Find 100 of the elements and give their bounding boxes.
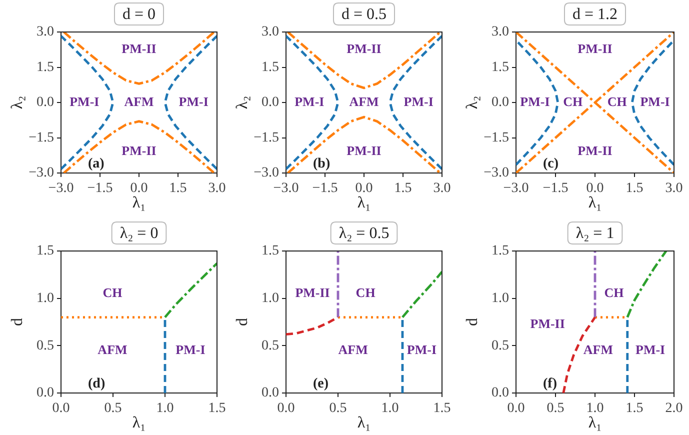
y-tick-label: 1.5 <box>36 60 54 75</box>
y-tick-label: −3.0 <box>484 166 509 181</box>
x-tick-label: 1.5 <box>169 181 187 196</box>
x-tick-label: −3.0 <box>48 181 74 196</box>
annotation: PM-II <box>578 40 612 56</box>
annotation: (f) <box>543 376 558 392</box>
line-series <box>62 120 216 173</box>
x-tick-label: −1.5 <box>312 181 338 196</box>
x-tick-label: 0.5 <box>329 401 347 416</box>
chart-title: d = 0.5 <box>341 6 387 24</box>
y-tick-label: 0.0 <box>262 95 279 110</box>
annotation: PM-I <box>294 94 324 109</box>
x-tick-label: −3.0 <box>503 181 529 196</box>
y-tick-label: 0.0 <box>492 386 509 401</box>
y-tick-label: 1.5 <box>492 60 509 75</box>
line-series <box>61 34 114 170</box>
annotation: PM-I <box>635 342 666 357</box>
x-tick-label: 0.5 <box>104 401 122 416</box>
y-axis-title: λ₂ <box>234 96 251 110</box>
x-tick-label: 0.0 <box>130 181 148 196</box>
annotation: PM-II <box>295 284 330 300</box>
line-series <box>286 316 340 336</box>
x-tick-label: 1.5 <box>394 181 412 196</box>
y-tick-label: 1.5 <box>36 244 54 259</box>
annotation: PM-I <box>520 94 550 109</box>
annotation: CH <box>102 284 122 300</box>
annotation: PM-II <box>122 40 156 56</box>
y-axis-title: d <box>464 318 481 326</box>
x-axis-title: λ₁ <box>132 414 146 432</box>
x-tick-label: −1.5 <box>87 181 113 196</box>
annotation: PM-II <box>346 143 382 158</box>
y-tick-label: 1.5 <box>262 244 279 259</box>
y-tick-label: 1.5 <box>492 244 509 259</box>
y-tick-label: 3.0 <box>262 24 279 40</box>
y-tick-label: 1.5 <box>262 60 279 75</box>
annotation: PM-II <box>578 143 612 158</box>
y-tick-label: −3.0 <box>254 166 279 181</box>
annotation: CH <box>607 94 627 109</box>
x-tick-label: 1.0 <box>381 401 399 416</box>
y-tick-label: −1.5 <box>484 130 509 146</box>
chart-title: λ₂ = 0.5 <box>338 225 390 242</box>
chart-title: λ₂ = 0 <box>120 225 158 242</box>
annotation: PM-I <box>70 94 100 109</box>
annotation: (a) <box>88 156 105 172</box>
x-tick-label: 1.0 <box>586 401 604 416</box>
x-axis-title: λ₁ <box>357 194 371 212</box>
y-axis-title: d <box>8 318 26 326</box>
line-series <box>164 34 217 170</box>
chart-title: d = 1.2 <box>572 6 618 24</box>
line-series <box>286 32 442 90</box>
y-tick-label: −1.5 <box>254 130 279 146</box>
annotation: CH <box>563 94 583 109</box>
annotation: PM-II <box>530 316 565 332</box>
annotation: (c) <box>543 156 559 172</box>
x-tick-label: −3.0 <box>273 181 299 196</box>
annotation: PM-I <box>176 342 206 357</box>
annotation: (b) <box>313 156 330 172</box>
line-series <box>62 32 216 85</box>
chart-title: λ₂ = 1 <box>576 225 614 242</box>
x-tick-label: 0.0 <box>52 401 70 416</box>
line-series <box>164 262 217 318</box>
line-series <box>630 39 674 166</box>
x-tick-label: 3.0 <box>208 181 226 196</box>
annotation: PM-I <box>404 94 434 109</box>
annotation: CH <box>604 284 624 300</box>
line-series <box>401 270 442 318</box>
line-series <box>388 34 442 170</box>
annotation: (e) <box>313 376 329 392</box>
annotation: AFM <box>124 94 154 109</box>
x-tick-label: 0.0 <box>586 181 604 196</box>
y-tick-label: 1.0 <box>492 291 509 306</box>
line-series <box>286 34 340 170</box>
x-tick-label: 1.0 <box>156 401 174 416</box>
x-axis-title: λ₁ <box>588 414 602 432</box>
x-tick-label: 1.5 <box>208 401 226 416</box>
y-tick-label: −3.0 <box>28 166 54 181</box>
x-tick-label: 1.5 <box>433 401 451 416</box>
line-series <box>626 251 668 318</box>
y-tick-label: 1.0 <box>262 291 279 306</box>
annotation: PM-I <box>178 94 208 109</box>
x-tick-label: 2.0 <box>665 401 683 416</box>
annotation: (d) <box>88 376 106 392</box>
x-tick-label: 0.5 <box>546 401 564 416</box>
x-tick-label: 1.5 <box>626 181 644 196</box>
x-tick-label: 3.0 <box>433 181 451 196</box>
y-tick-label: 0.0 <box>36 95 54 110</box>
x-tick-label: 3.0 <box>665 181 683 196</box>
y-tick-label: 3.0 <box>36 24 54 40</box>
annotation: PM-I <box>406 342 437 357</box>
y-tick-label: 0.5 <box>262 338 279 354</box>
annotation: CH <box>356 284 376 300</box>
annotation: PM-I <box>640 94 670 109</box>
y-tick-label: 1.0 <box>36 291 54 306</box>
annotation: PM-II <box>346 40 382 56</box>
x-tick-label: 0.0 <box>355 181 373 196</box>
x-axis-title: λ₁ <box>588 194 602 212</box>
y-tick-label: 0.0 <box>36 386 54 401</box>
y-tick-label: 0.5 <box>36 338 54 354</box>
x-tick-label: 0.0 <box>277 401 295 416</box>
y-axis-title: d <box>234 318 251 326</box>
